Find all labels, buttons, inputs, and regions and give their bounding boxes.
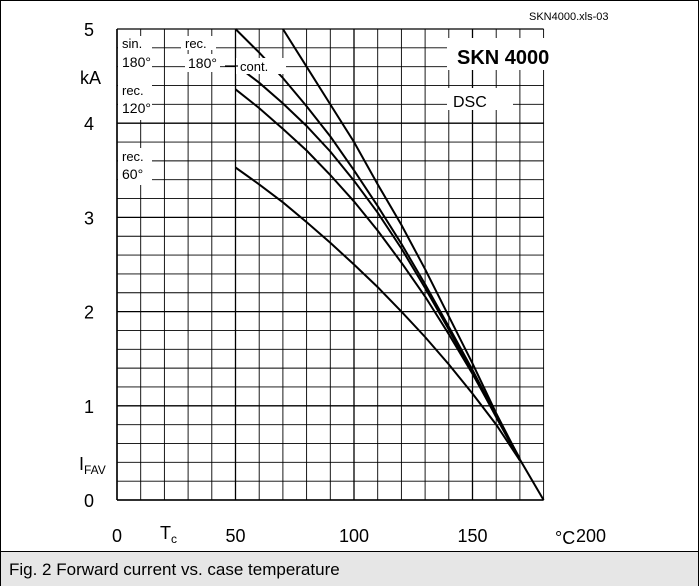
x-unit-label: °C <box>555 528 575 548</box>
series-label-rec-120b: 120° <box>122 100 151 116</box>
series-label-rec-180b: 180° <box>188 55 217 71</box>
y-tick-label: 5 <box>84 20 94 40</box>
y-tick-labels: 0 1 2 3 4 5 <box>84 20 94 511</box>
label-box-rec-top <box>181 36 216 50</box>
series-label-rec-120a: rec. <box>122 83 144 98</box>
x-tick-label: 50 <box>225 526 245 546</box>
x-tick-label: 0 <box>112 526 122 546</box>
series-label-cont: cont. <box>240 59 268 74</box>
figure-caption: Fig. 2 Forward current vs. case temperat… <box>9 560 340 579</box>
x-axis-label: Tc <box>160 523 177 546</box>
x-tick-label: 100 <box>339 526 369 546</box>
y-tick-label: 4 <box>84 114 94 134</box>
series-line-3 <box>234 88 521 460</box>
subtitle-box <box>447 88 513 110</box>
series-label-sin-180: 180° <box>122 54 151 70</box>
y-tick-label: 0 <box>84 491 94 511</box>
figure-caption-bar: Fig. 2 Forward current vs. case temperat… <box>1 551 698 586</box>
y-axis-label: IFAV <box>79 454 106 477</box>
y-tick-label: 2 <box>84 303 94 323</box>
label-box-rec-60 <box>118 148 152 185</box>
label-box-sin-180 <box>118 36 152 85</box>
y-tick-label: 3 <box>84 208 94 228</box>
y-unit-label: kA <box>80 68 101 88</box>
x-tick-label: 150 <box>457 526 487 546</box>
title-box <box>447 38 585 70</box>
label-box-cont <box>236 58 286 74</box>
x-tick-labels: 0 50 100 150 200 <box>112 526 606 546</box>
source-ref: SKN4000.xls-03 <box>529 11 609 23</box>
series-line-1 <box>234 28 521 460</box>
series-label-sin: sin. <box>122 36 142 51</box>
chart-subtitle: DSC <box>453 94 487 111</box>
series-label-rec-60b: 60° <box>122 166 143 182</box>
label-box-180-top <box>185 54 220 72</box>
series-label-rec-60a: rec. <box>122 149 144 164</box>
series-line-4 <box>234 166 521 461</box>
chart-title: SKN 4000 <box>457 47 549 69</box>
x-tick-label: 200 <box>576 526 606 546</box>
series-label-rec-180a: rec. <box>185 36 207 51</box>
curves <box>234 28 545 501</box>
y-tick-label: 1 <box>84 397 94 417</box>
label-box-rec-120 <box>118 83 152 120</box>
source-ref-box <box>527 9 623 23</box>
